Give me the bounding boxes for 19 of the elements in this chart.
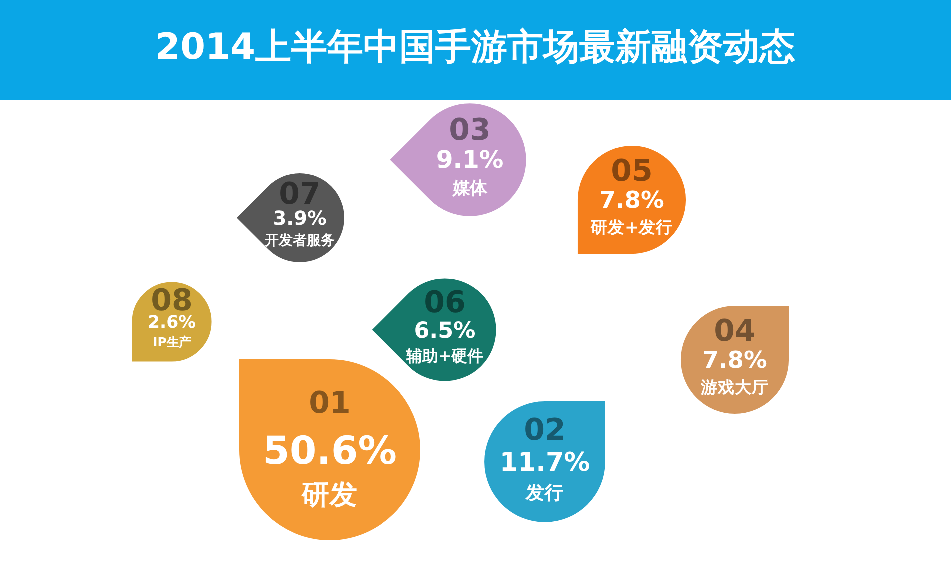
category-label: 辅助+硬件 <box>405 346 484 366</box>
category-label: 研发 <box>301 478 358 511</box>
text: 01 <box>309 386 351 421</box>
category-label: 发行 <box>525 482 564 504</box>
data-label: 7.8% <box>702 347 768 374</box>
data-label: 11.7% <box>500 448 590 478</box>
data-label: 6.5% <box>414 318 476 344</box>
category-label: 游戏大厅 <box>700 378 769 397</box>
data-label: 50.6% <box>263 428 397 474</box>
category-label: 开发者服务 <box>264 233 335 250</box>
category-label: 媒体 <box>452 178 488 199</box>
data-label: 7.8% <box>600 187 664 214</box>
category-label: IP生产 <box>153 336 191 350</box>
text: 02 <box>524 413 566 448</box>
category-label: 研发+发行 <box>590 218 673 237</box>
data-label: 3.9% <box>273 206 327 230</box>
text: 05 <box>611 154 653 190</box>
text: 04 <box>714 314 756 350</box>
text: 2014上半年中国手游市场最新融资动态 <box>155 27 796 68</box>
